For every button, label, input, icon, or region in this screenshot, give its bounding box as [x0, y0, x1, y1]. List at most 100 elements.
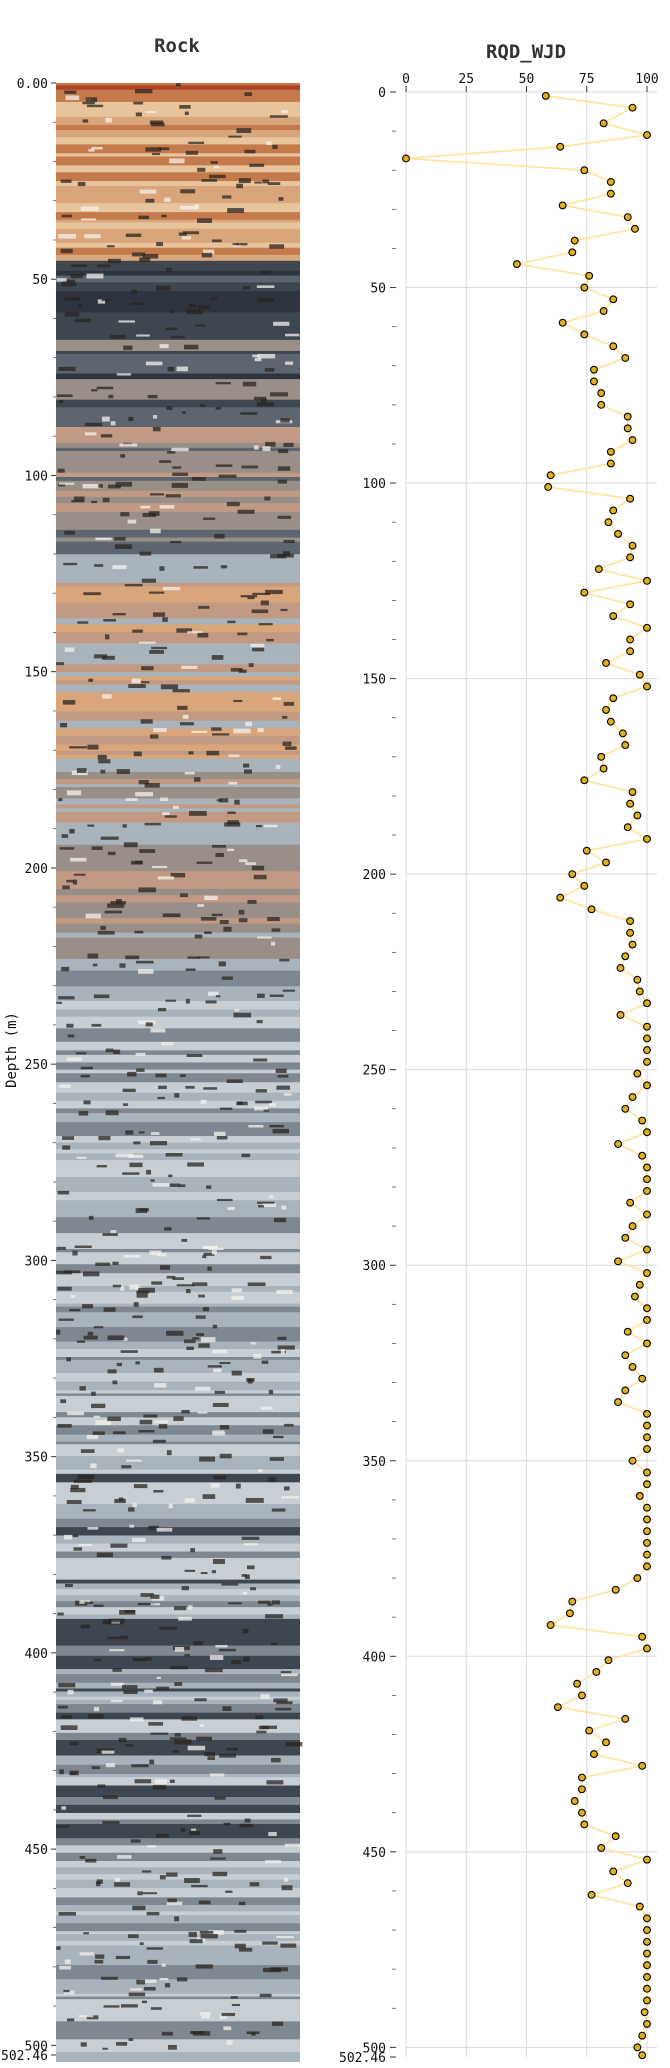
rqd-point	[643, 576, 651, 585]
core-fragment	[181, 1716, 198, 1721]
rqd-point	[626, 928, 635, 937]
core-band	[56, 1727, 300, 1734]
core-fragment	[93, 1604, 104, 1608]
core-fragment	[135, 1208, 148, 1214]
core-fragment	[241, 1574, 247, 1577]
core-band	[56, 595, 300, 604]
core-tick-label: 300	[25, 1254, 48, 1269]
rqd-point	[597, 1843, 606, 1852]
core-fragment	[281, 1673, 298, 1677]
core-fragment	[64, 311, 80, 317]
core-band	[56, 1168, 300, 1178]
core-band	[56, 1444, 300, 1453]
core-fragment	[174, 1093, 180, 1098]
core-fragment	[119, 1635, 129, 1640]
core-band	[56, 347, 300, 352]
core-fragment	[276, 1701, 293, 1705]
rqd-x-tick-label: 75	[579, 72, 595, 87]
core-fragment	[145, 1022, 153, 1027]
core-fragment	[131, 678, 141, 684]
core-fragment	[280, 608, 288, 612]
core-fragment	[94, 1658, 102, 1662]
core-fragment	[170, 541, 182, 544]
core-band	[56, 1571, 300, 1581]
core-fragment	[86, 1434, 99, 1440]
core-band	[56, 602, 300, 613]
core-fragment	[189, 1831, 201, 1836]
core-band	[56, 779, 300, 785]
core-fragment	[82, 483, 101, 489]
rqd-point	[643, 1022, 651, 1031]
core-fragment	[172, 1749, 179, 1753]
core-fragment	[60, 248, 73, 254]
core-fragment	[133, 1484, 148, 1489]
core-fragment	[200, 1099, 207, 1104]
core-fragment	[191, 1884, 208, 1888]
core-fragment	[152, 426, 161, 432]
core-fragment	[148, 591, 165, 594]
rqd-point	[614, 529, 623, 538]
core-fragment	[264, 824, 278, 828]
core-fragment	[139, 1979, 157, 1983]
core-fragment	[267, 182, 281, 186]
core-fragment	[82, 1304, 94, 1309]
core-fragment	[178, 1616, 192, 1621]
rqd-point	[643, 1996, 651, 2005]
rqd-point	[635, 987, 644, 996]
core-fragment	[267, 916, 280, 922]
core-band	[56, 771, 300, 780]
core-fragment	[64, 90, 77, 94]
core-fragment	[140, 719, 153, 724]
core-fragment	[124, 583, 143, 587]
rqd-point	[643, 1175, 651, 1184]
core-fragment	[285, 746, 297, 750]
core-band	[56, 754, 300, 760]
core-fragment	[212, 1349, 228, 1354]
core-fragment	[100, 434, 113, 438]
core-fragment	[107, 1416, 121, 1422]
core-band	[56, 1184, 300, 1193]
core-fragment	[266, 141, 272, 146]
core-fragment	[165, 327, 178, 331]
core-fragment	[236, 183, 243, 189]
core-fragment	[253, 1058, 268, 1062]
core-fragment	[82, 1509, 96, 1512]
core-band	[56, 1948, 300, 1955]
core-band	[56, 172, 300, 182]
core-fragment	[210, 1857, 226, 1860]
core-fragment	[116, 899, 122, 904]
core-fragment	[145, 361, 163, 366]
core-fragment	[152, 1439, 166, 1443]
core-band	[56, 266, 300, 272]
core-fragment	[130, 1839, 141, 1843]
core-fragment	[161, 1555, 172, 1560]
core-fragment	[244, 92, 252, 97]
core-fragment	[211, 239, 222, 243]
core-fragment	[165, 267, 172, 272]
core-band	[56, 611, 300, 619]
core-fragment	[156, 1676, 161, 1679]
core-fragment	[182, 231, 200, 235]
core-fragment	[283, 1486, 290, 1491]
core-band	[56, 618, 300, 625]
core-fragment	[103, 2005, 120, 2008]
core-fragment	[149, 649, 164, 654]
core-fragment	[77, 621, 89, 624]
core-fragment	[107, 1335, 125, 1341]
core-fragment	[221, 976, 233, 980]
core-fragment	[62, 1136, 75, 1140]
core-fragment	[284, 333, 300, 337]
core-fragment	[141, 666, 154, 671]
core-fragment	[194, 1698, 207, 1702]
core-band	[56, 503, 300, 513]
core-fragment	[170, 335, 185, 339]
core-fragment	[204, 1668, 223, 1673]
core-fragment	[261, 1360, 269, 1364]
core-fragment	[158, 1424, 168, 1429]
core-fragment	[87, 744, 99, 750]
core-fragment	[269, 115, 288, 118]
rqd-point	[568, 1597, 577, 1606]
core-fragment	[110, 334, 126, 339]
core-fragment	[109, 1649, 125, 1652]
core-fragment	[146, 1947, 163, 1950]
